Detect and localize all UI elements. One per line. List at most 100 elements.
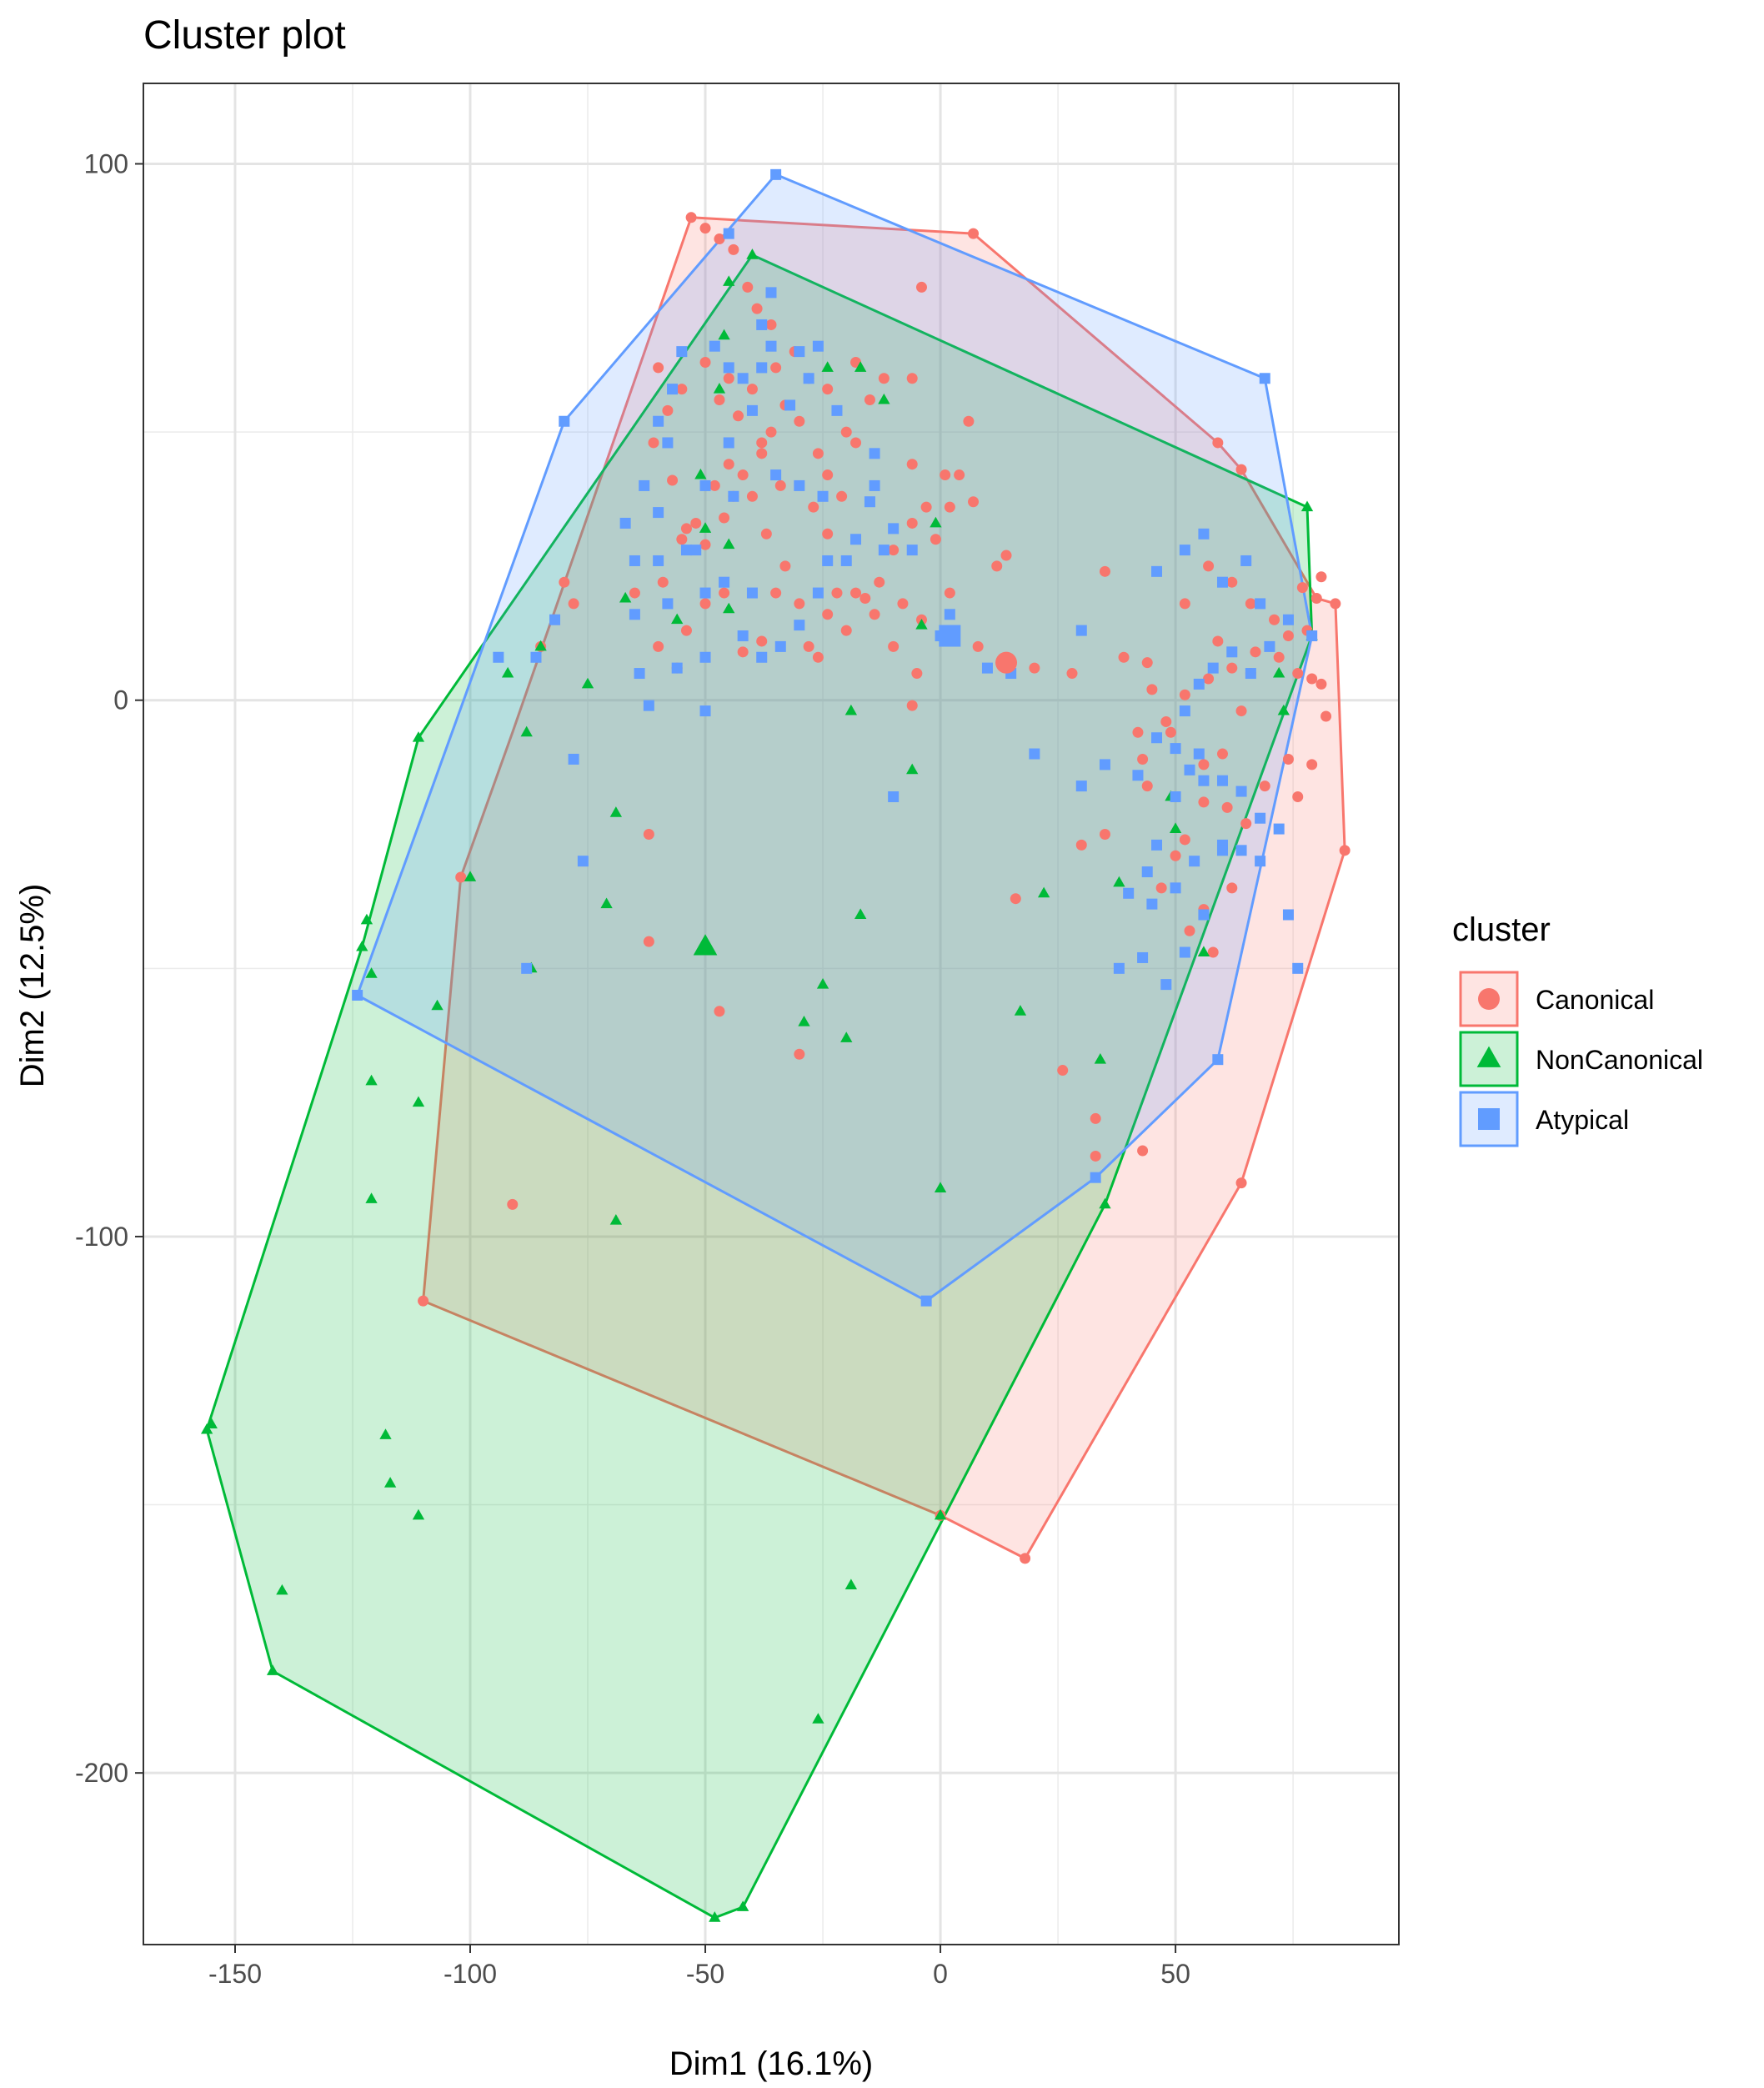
- point-noncanonical: [379, 1428, 392, 1439]
- point-canonical: [1099, 829, 1110, 841]
- point-canonical: [1132, 726, 1144, 738]
- point-canonical: [765, 426, 777, 438]
- point-atypical: [1113, 962, 1125, 974]
- grid-major: [143, 83, 1399, 1945]
- point-canonical: [1066, 668, 1078, 680]
- point-canonical: [680, 625, 692, 636]
- point-canonical: [680, 523, 692, 535]
- legend-label-atypical: Atypical: [1536, 1105, 1629, 1135]
- point-canonical: [920, 501, 932, 513]
- point-canonical: [728, 243, 739, 255]
- point-canonical: [794, 1048, 805, 1060]
- point-atypical: [756, 362, 768, 374]
- point-atypical: [774, 640, 786, 652]
- point-noncanonical: [1099, 1197, 1111, 1209]
- point-canonical: [1259, 780, 1270, 792]
- panel-border: [143, 83, 1400, 1945]
- point-canonical: [1179, 598, 1190, 610]
- point-noncanonical: [1197, 946, 1210, 956]
- point-noncanonical: [821, 361, 834, 372]
- point-canonical: [822, 384, 834, 395]
- point-canonical: [568, 598, 579, 610]
- x-tick-label: 0: [933, 1959, 948, 1989]
- point-noncanonical: [383, 1477, 397, 1488]
- point-noncanonical: [746, 248, 759, 259]
- point-atypical: [1264, 640, 1275, 652]
- point-atypical: [1216, 845, 1228, 856]
- y-tick-label: 100: [84, 148, 128, 178]
- legend-marker-atypical: [1478, 1108, 1500, 1130]
- point-atypical: [906, 545, 918, 556]
- point-atypical: [944, 609, 955, 620]
- point-atypical: [723, 228, 734, 239]
- legend-item-canonical: Canonical: [1459, 971, 1654, 1027]
- point-canonical: [840, 625, 852, 636]
- point-atypical: [619, 517, 631, 529]
- point-canonical: [1235, 705, 1247, 717]
- point-canonical: [1212, 635, 1224, 647]
- point-atypical: [822, 555, 834, 566]
- point-canonical: [1226, 576, 1238, 588]
- point-canonical: [840, 426, 852, 438]
- point-atypical: [1170, 791, 1181, 802]
- legend-marker-canonical: [1478, 988, 1500, 1010]
- point-canonical: [756, 635, 768, 647]
- point-atypical: [1184, 764, 1195, 775]
- point-canonical: [1141, 657, 1153, 669]
- point-atypical: [737, 630, 749, 642]
- point-noncanonical: [723, 602, 735, 614]
- legend: cluster Canonical NonCanonical Atypical: [1452, 911, 1703, 1147]
- point-canonical: [629, 587, 640, 599]
- point-atypical: [878, 545, 890, 556]
- point-canonical: [723, 459, 734, 470]
- point-canonical: [648, 437, 659, 449]
- point-atypical: [850, 534, 862, 545]
- point-atypical: [1141, 866, 1153, 878]
- point-canonical: [418, 1295, 429, 1307]
- point-atypical: [676, 346, 688, 358]
- point-canonical: [733, 410, 744, 422]
- point-canonical: [794, 415, 805, 427]
- point-canonical: [963, 415, 975, 427]
- cluster-centroids: [693, 625, 1018, 956]
- point-noncanonical: [906, 763, 919, 775]
- legend-label-canonical: Canonical: [1536, 985, 1654, 1015]
- point-atypical: [1198, 775, 1210, 786]
- point-atypical: [577, 856, 589, 867]
- point-canonical: [746, 490, 758, 502]
- point-canonical: [991, 560, 1003, 572]
- point-canonical: [836, 490, 848, 502]
- point-atypical: [559, 415, 570, 427]
- point-canonical: [719, 587, 730, 599]
- point-atypical: [1198, 528, 1210, 540]
- point-atypical: [1245, 668, 1256, 680]
- y-axis-label: Dim2 (12.5%): [14, 884, 51, 1088]
- point-canonical: [1141, 780, 1153, 792]
- point-atypical: [521, 962, 533, 974]
- point-atypical: [1235, 845, 1247, 856]
- point-atypical: [746, 587, 758, 599]
- point-atypical: [639, 479, 650, 491]
- point-canonical: [911, 668, 923, 680]
- point-noncanonical: [412, 731, 425, 742]
- point-canonical: [737, 646, 749, 658]
- point-atypical: [1198, 909, 1210, 921]
- legend-item-noncanonical: NonCanonical: [1459, 1031, 1703, 1087]
- point-atypical: [1193, 748, 1205, 760]
- point-noncanonical: [365, 1074, 378, 1086]
- point-atypical: [794, 479, 805, 491]
- point-atypical: [1160, 979, 1172, 991]
- point-atypical: [812, 340, 824, 352]
- point-atypical: [1273, 823, 1285, 835]
- point-canonical: [1226, 662, 1238, 674]
- point-canonical: [822, 528, 834, 540]
- point-canonical: [888, 640, 900, 652]
- point-canonical: [779, 560, 791, 572]
- point-canonical: [699, 356, 711, 368]
- point-atypical: [709, 340, 720, 352]
- point-noncanonical: [609, 1213, 623, 1225]
- centroid-atypical: [939, 625, 961, 647]
- point-atypical: [352, 989, 363, 1001]
- point-atypical: [1151, 565, 1163, 577]
- point-canonical: [874, 576, 885, 588]
